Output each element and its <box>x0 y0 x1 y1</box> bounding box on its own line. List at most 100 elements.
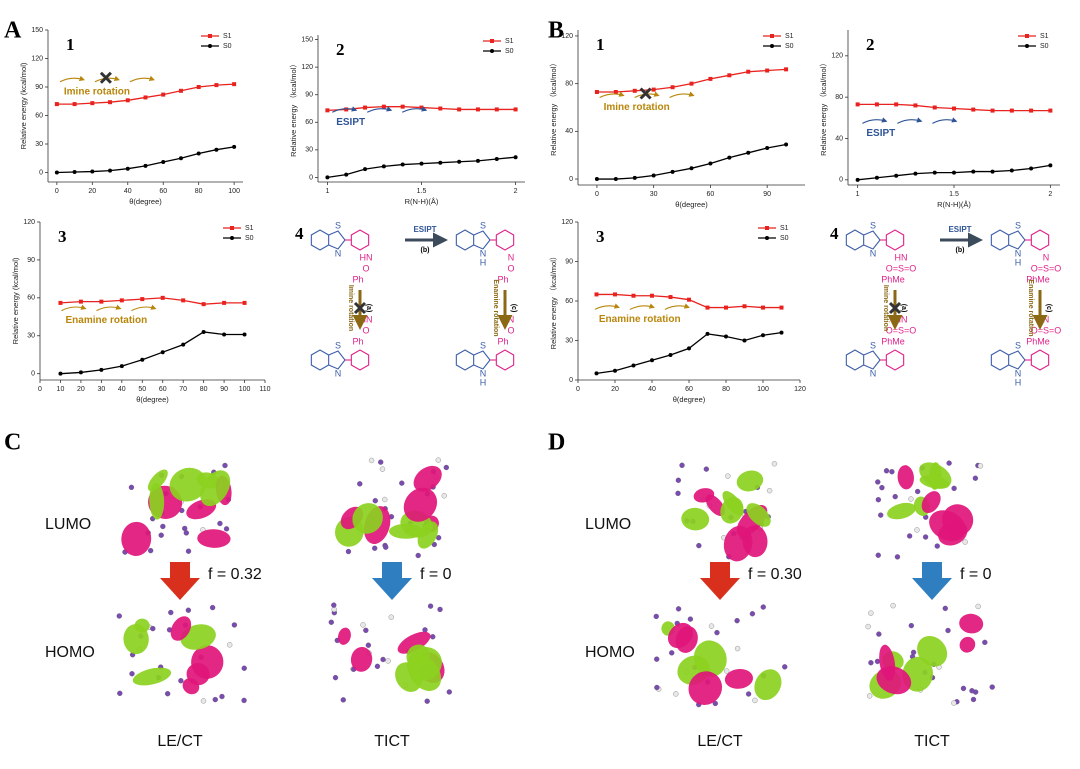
marker <box>631 363 636 368</box>
blocked-mark <box>888 301 902 315</box>
atom <box>883 468 890 474</box>
marker <box>742 338 747 343</box>
atom <box>679 462 685 468</box>
atom <box>696 542 702 549</box>
atom-label: PhMe <box>881 336 905 346</box>
atom <box>890 602 896 609</box>
marker <box>178 88 183 93</box>
atom <box>675 606 682 612</box>
x-tick-label: 60 <box>159 188 167 195</box>
x-axis-label: R(N-H)(Å) <box>405 197 439 206</box>
marker <box>513 107 518 112</box>
atom <box>673 691 679 697</box>
y-tick-label: 60 <box>27 295 35 302</box>
panel-label: D <box>548 430 565 456</box>
y-tick-label: 80 <box>565 80 573 87</box>
atom <box>970 696 977 703</box>
x-tick-label: 20 <box>611 386 619 393</box>
y-tick-label: 0 <box>309 174 313 181</box>
y-tick-label: 150 <box>301 36 313 43</box>
marker <box>894 173 899 178</box>
atom-label: N <box>335 368 342 378</box>
arrow-tag: (a) <box>900 304 907 313</box>
atom <box>148 547 154 554</box>
marker <box>457 159 462 164</box>
atom-label: O=S=O <box>886 325 917 335</box>
lobe <box>413 465 442 492</box>
chart-number: 3 <box>596 227 605 246</box>
lobe <box>876 666 912 695</box>
y-axis-label: Relative energy （kcal/mol） <box>289 60 298 157</box>
panel-label: C <box>4 430 21 456</box>
x-tick-label: 80 <box>722 386 730 393</box>
y-axis-label: Relative energy （kcal/mol） <box>549 253 558 350</box>
marker <box>419 161 424 166</box>
marker <box>746 150 751 155</box>
annotation-arrow <box>897 117 923 124</box>
annotation-arrow <box>61 304 87 312</box>
atom-label: PhMe <box>1026 274 1050 284</box>
y-tick-label: 40 <box>565 128 573 135</box>
atom <box>946 460 952 466</box>
lobe <box>403 487 438 522</box>
lobe <box>724 668 753 689</box>
y-tick-label: 90 <box>35 84 43 91</box>
y-tick-label: 60 <box>305 119 313 126</box>
transition-arrow <box>912 562 952 600</box>
atom <box>760 604 766 610</box>
marker <box>613 292 617 297</box>
atom <box>771 461 778 467</box>
marker <box>631 293 636 298</box>
marker <box>363 105 368 110</box>
atom <box>446 689 452 695</box>
marker <box>855 177 860 182</box>
y-tick-label: 0 <box>839 177 843 184</box>
atom <box>724 668 730 674</box>
x-tick-label: 90 <box>763 191 771 198</box>
lobe <box>746 503 771 527</box>
y-tick-label: 120 <box>831 53 843 60</box>
atom <box>422 627 428 633</box>
lobe <box>887 502 916 520</box>
marker <box>613 177 618 182</box>
phenyl-ring <box>1030 349 1050 371</box>
atom <box>217 520 223 527</box>
atom <box>782 664 788 670</box>
x-tick-label: 0 <box>576 386 580 393</box>
marker <box>381 164 386 169</box>
legend-marker <box>208 44 212 48</box>
legend-marker <box>770 34 774 38</box>
lobe <box>722 491 744 516</box>
lobe <box>688 671 723 705</box>
marker <box>143 95 148 100</box>
transition-arrow <box>372 562 412 600</box>
legend-marker <box>230 236 234 240</box>
atom <box>382 496 388 503</box>
lobe <box>200 470 231 507</box>
marker <box>761 333 765 338</box>
marker <box>143 163 148 168</box>
atom-label: S <box>870 220 876 230</box>
thiazole-ring <box>473 350 491 370</box>
atom <box>653 613 659 620</box>
legend-marker <box>230 226 234 230</box>
orbital-label: HOMO <box>585 644 635 661</box>
lobe <box>897 465 914 490</box>
marker <box>457 107 462 112</box>
legend-label: S0 <box>245 235 254 242</box>
y-tick-label: 90 <box>305 92 313 99</box>
scheme-number: 4 <box>295 224 304 243</box>
chart-number: 1 <box>596 35 605 54</box>
annotation: ESIPT <box>866 128 895 139</box>
atom <box>183 530 189 536</box>
oscillator-strength: f = 0 <box>420 566 452 583</box>
phenyl-ring <box>885 349 905 371</box>
y-tick-label: 30 <box>35 141 43 148</box>
x-tick-label: 80 <box>200 386 208 393</box>
x-tick-label: 50 <box>138 386 146 393</box>
x-tick-label: 0 <box>595 191 599 198</box>
marker <box>761 305 765 310</box>
marker <box>779 305 784 310</box>
marker <box>513 155 518 160</box>
atom <box>231 622 238 628</box>
